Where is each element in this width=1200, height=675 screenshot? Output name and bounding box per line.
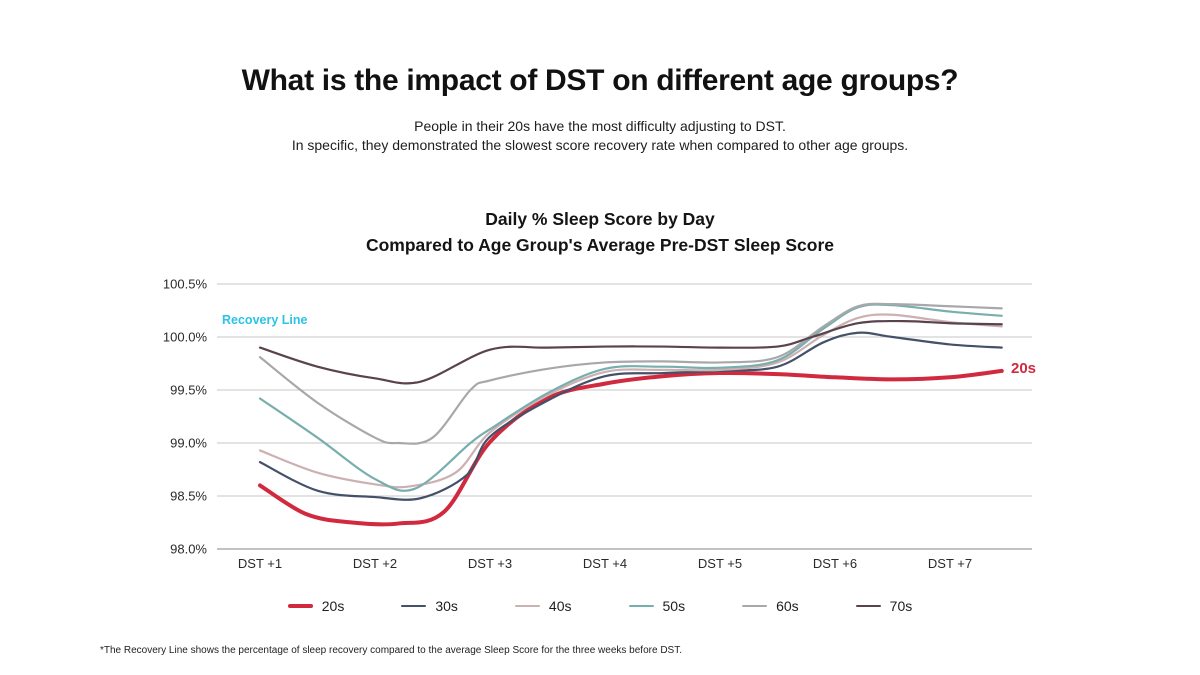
subtitle-line-1: People in their 20s have the most diffic… <box>414 118 786 134</box>
legend-item-40s[interactable]: 40s <box>514 598 572 614</box>
x-tick-label-DST+2: DST +2 <box>352 556 398 571</box>
legend-item-60s[interactable]: 60s <box>742 598 799 614</box>
legend-swatch-70s <box>855 604 881 608</box>
x-tick-label-DST+7: DST +7 <box>927 556 973 571</box>
x-tick-label-DST+1: DST +1 <box>237 556 283 571</box>
y-tick-label-98.5%: 98.5% <box>170 488 207 504</box>
subtitle-line-2: In specific, they demonstrated the slowe… <box>291 137 909 153</box>
series-line-30s <box>258 331 1003 501</box>
y-tick-label-99.5%: 99.5% <box>170 382 207 398</box>
y-tick-label-99.0%: 99.0% <box>170 435 207 451</box>
legend-label-30s: 30s <box>435 598 458 614</box>
footnote: *The Recovery Line shows the percentage … <box>100 645 682 656</box>
legend-swatch-40s <box>514 604 540 608</box>
legend-swatch-50s <box>628 604 654 608</box>
legend: 20s 30s 40s 50s 60s 70s <box>0 598 1200 614</box>
recovery-line-label: Recovery Line <box>222 313 308 327</box>
series-line-70s <box>258 319 1003 385</box>
legend-label-20s: 20s <box>321 598 345 614</box>
page-title: What is the impact of DST on different a… <box>241 64 959 97</box>
legend-item-70s[interactable]: 70s <box>855 598 913 614</box>
legend-item-30s[interactable]: 30s <box>401 598 458 614</box>
x-tick-label-DST+3: DST +3 <box>467 556 513 571</box>
series-line-50s <box>258 303 1003 492</box>
legend-label-40s: 40s <box>548 598 572 614</box>
legend-label-60s: 60s <box>776 598 799 614</box>
legend-swatch-20s <box>287 603 313 609</box>
series-line-40s <box>258 313 1003 489</box>
y-tick-label-98.0%: 98.0% <box>170 541 207 557</box>
legend-label-70s: 70s <box>889 598 913 614</box>
chart-title-line-1: Daily % Sleep Score by Day <box>485 209 715 229</box>
series-line-20s <box>258 368 1004 527</box>
legend-label-50s: 50s <box>662 598 686 614</box>
x-tick-label-DST+5: DST +5 <box>697 556 743 571</box>
legend-item-20s[interactable]: 20s <box>287 598 345 614</box>
series-20s-end-label: 20s <box>1011 360 1037 377</box>
legend-swatch-60s <box>742 604 768 608</box>
y-tick-label-100.5%: 100.5% <box>162 276 207 292</box>
chart-title-line-2: Compared to Age Group's Average Pre-DST … <box>365 235 835 255</box>
x-tick-label-DST+6: DST +6 <box>812 556 858 571</box>
series-line-60s <box>258 302 1003 445</box>
legend-item-50s[interactable]: 50s <box>628 598 686 614</box>
legend-swatch-30s <box>401 604 427 608</box>
x-tick-label-DST+4: DST +4 <box>582 556 628 571</box>
y-tick-label-100.0%: 100.0% <box>162 329 207 345</box>
